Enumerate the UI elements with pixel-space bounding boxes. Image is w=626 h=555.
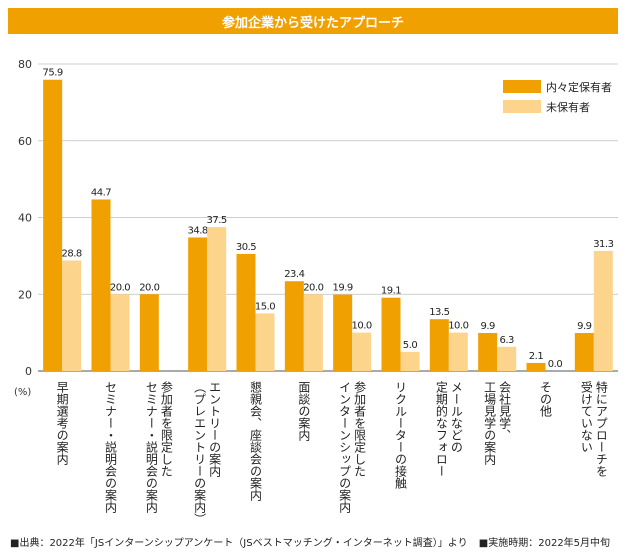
legend-swatch (503, 80, 541, 93)
category-label: 面談の案内 (297, 381, 311, 441)
bar-non-holders (352, 332, 372, 371)
data-label: 6.3 (499, 335, 514, 346)
bar-non-holders (62, 260, 82, 371)
bar-non-holders (400, 351, 420, 371)
data-label: 31.3 (593, 239, 613, 250)
bar-offer-holders (381, 297, 401, 371)
data-label: 37.5 (207, 215, 227, 226)
category-label: 会社見学、 (498, 381, 512, 441)
legend-label: 未保有者 (546, 100, 590, 114)
data-label: 20.0 (110, 282, 130, 293)
data-label: 28.8 (62, 248, 82, 259)
data-label: 20.0 (139, 282, 159, 293)
data-label: 9.9 (577, 321, 592, 332)
bar-offer-holders (236, 253, 256, 371)
bar-offer-holders (284, 281, 304, 371)
bar-offer-holders (188, 237, 208, 371)
bar-offer-holders (139, 294, 159, 371)
y-tick-label: 40 (18, 212, 32, 225)
data-label: 19.1 (381, 286, 401, 297)
data-label: 15.0 (255, 301, 275, 312)
data-label: 10.0 (352, 321, 372, 332)
data-label: 13.5 (429, 307, 449, 318)
data-label: 30.5 (236, 242, 256, 253)
category-label: インターンシップの案内 (338, 381, 352, 513)
y-axis-unit-label: (%) (14, 387, 31, 398)
y-tick-label: 20 (18, 288, 32, 301)
data-label: 75.9 (43, 68, 63, 79)
category-label: 参加者を限定した (159, 380, 173, 477)
bar-offer-holders (333, 294, 353, 371)
category-label: 早期選考の案内 (55, 381, 69, 465)
bar-offer-holders (91, 199, 111, 371)
footer: ■出典：2022年「JSインターンシップアンケート（JSベストマッチング・インタ… (10, 534, 610, 549)
category-label: 定期的なフォロー (434, 380, 448, 477)
data-label: 34.8 (188, 225, 208, 236)
chart-title: 参加企業から受けたアプローチ (8, 8, 618, 34)
category-label: セミナー・説明会の案内 (104, 381, 118, 513)
bar-non-holders (593, 250, 613, 371)
bar-offer-holders (43, 79, 63, 371)
y-tick-label: 0 (25, 365, 32, 378)
category-label: リクルーターの接触 (394, 381, 408, 489)
category-label: メールなどの (449, 381, 463, 453)
source-note: ■出典：2022年「JSインターンシップアンケート（JSベストマッチング・インタ… (10, 538, 468, 549)
bar-non-holders (255, 313, 275, 371)
data-label: 10.0 (448, 321, 468, 332)
category-label: 工場見学の案内 (483, 381, 497, 465)
y-tick-label: 60 (18, 135, 32, 148)
legend-label: 内々定保有者 (546, 80, 612, 94)
data-label: 23.4 (284, 269, 304, 280)
bar-offer-holders (526, 362, 546, 371)
bar-non-holders (303, 294, 323, 371)
data-label: 5.0 (403, 340, 418, 351)
bar-offer-holders (429, 319, 449, 371)
survey-period-note: ■実施時期：2022年5月中旬 (478, 538, 611, 549)
legend-swatch (503, 100, 541, 113)
data-label: 20.0 (303, 282, 323, 293)
category-label: エントリーの案内 (208, 381, 222, 477)
data-label: 9.9 (480, 321, 495, 332)
bar-non-holders (497, 346, 517, 371)
category-label: 参加者を限定した (353, 380, 367, 477)
category-label: 特にアプローチを (594, 380, 608, 477)
bar-non-holders (110, 294, 130, 371)
bar-offer-holders (574, 333, 594, 371)
category-label: 懇親会、座談会の案内 (249, 380, 263, 501)
category-label: セミナー・説明会の案内 (144, 381, 158, 513)
y-tick-label: 80 (18, 58, 32, 71)
data-label: 19.9 (333, 283, 353, 294)
data-label: 0.0 (548, 359, 563, 370)
bar-non-holders (448, 332, 468, 371)
bar-offer-holders (478, 333, 498, 371)
category-label: その他 (539, 381, 553, 417)
data-label: 2.1 (529, 351, 544, 362)
data-label: 44.7 (91, 187, 111, 198)
category-label: 受けていない (579, 381, 593, 453)
category-label: （プレエントリーの案内） (193, 381, 207, 525)
bar-non-holders (207, 227, 227, 371)
